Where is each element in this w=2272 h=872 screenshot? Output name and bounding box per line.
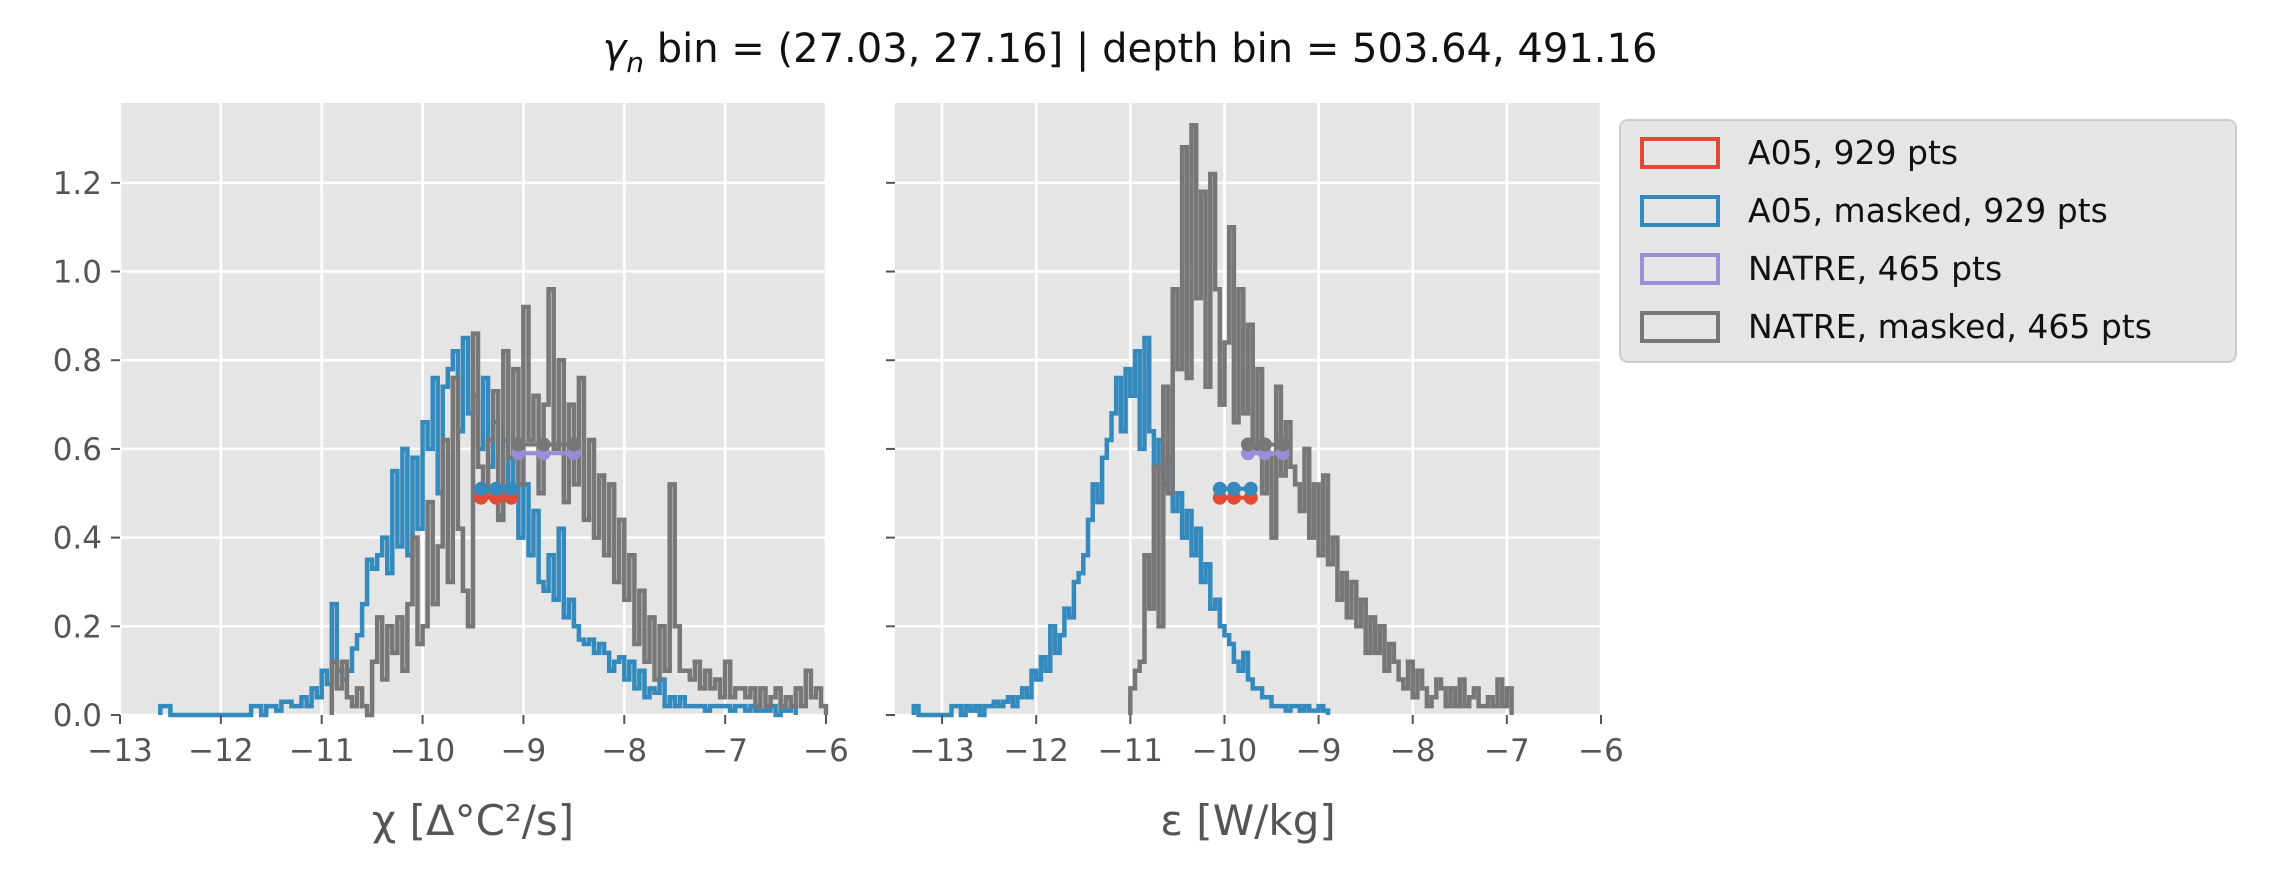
chi-y-tick-label: 0.8 <box>53 343 102 379</box>
legend-box <box>1619 119 2237 363</box>
chi-overlay-marker <box>511 437 526 452</box>
epsilon-x-tick-label: −8 <box>1390 733 1436 769</box>
epsilon-hist-natre-masked <box>1128 122 1514 715</box>
epsilon-x-tick-label: −10 <box>1192 733 1257 769</box>
legend-label: NATRE, masked, 465 pts <box>1748 307 2152 346</box>
chi-y-tick-label: 0.2 <box>53 609 102 645</box>
epsilon-overlay-marker <box>1257 437 1272 452</box>
chi-overlays <box>474 437 581 505</box>
epsilon-x-tick-label: −9 <box>1296 733 1342 769</box>
epsilon-series <box>911 122 1514 718</box>
chi-x-tick-label: −7 <box>702 733 748 769</box>
chi-y-tick-label: 0.6 <box>53 432 102 468</box>
legend-entries: A05, 929 pts A05, masked, 929 pts NATRE, 4… <box>1640 133 2152 346</box>
epsilon-x-tick-label: −12 <box>1003 733 1068 769</box>
chi-overlay-marker <box>536 437 551 452</box>
chi-overlay-marker <box>489 481 504 496</box>
chi-overlay-marker <box>474 481 489 496</box>
chi-y-tick-label: 1.0 <box>53 255 102 291</box>
legend-swatch <box>1640 253 1720 285</box>
chi-y-tick-label: 0.0 <box>53 698 102 734</box>
chi-hist-natre-masked <box>329 287 829 718</box>
epsilon-x-tick-label: −6 <box>1578 733 1624 769</box>
chi-x-tick-label: −12 <box>188 733 253 769</box>
chi-x-tick-label: −8 <box>601 733 647 769</box>
epsilon-x-tick-label: −11 <box>1098 733 1163 769</box>
chi-x-tick-label: −13 <box>87 733 152 769</box>
title-text: bin = (27.03, 27.16] | depth bin = 503.6… <box>644 26 1657 72</box>
chi-x-tick-label: −11 <box>289 733 354 769</box>
epsilon-overlays <box>1212 437 1290 505</box>
epsilon-x-tick-label: −13 <box>909 733 974 769</box>
chi-histogram-panel: −13 −12 −11 −10 −9 −8 −7 −6 0.0 0.2 0.4 0.6 0.8 1.0 1… <box>53 103 849 845</box>
chi-overlay-marker <box>504 481 519 496</box>
chi-x-axis-label: χ [Δ°C²/s] <box>372 796 574 845</box>
legend-label: A05, 929 pts <box>1748 133 1958 172</box>
figure-title: γn bin = (27.03, 27.16] | depth bin = 50… <box>603 26 1658 79</box>
chi-y-tick-label: 0.4 <box>53 521 102 557</box>
legend-label: NATRE, 465 pts <box>1748 249 2002 288</box>
title-subscript: n <box>626 46 644 79</box>
epsilon-overlay-marker <box>1212 481 1227 496</box>
epsilon-hist-a05-masked <box>911 335 1331 718</box>
epsilon-x-axis-label: ε [W/kg] <box>1160 796 1336 845</box>
legend-swatch <box>1640 137 1720 169</box>
epsilon-overlay-marker <box>1275 437 1290 452</box>
chi-y-tick-label: 1.2 <box>53 166 102 202</box>
epsilon-overlay-marker <box>1226 481 1241 496</box>
chi-x-tick-label: −6 <box>803 733 849 769</box>
epsilon-overlay-marker <box>1243 481 1258 496</box>
epsilon-x-ticks: −13 −12 −11 −10 −9 −8 −7 −6 <box>909 715 1624 769</box>
chi-y-ticks: 0.0 0.2 0.4 0.6 0.8 1.0 1.2 <box>53 166 120 734</box>
chi-x-tick-label: −9 <box>501 733 547 769</box>
chi-x-tick-label: −10 <box>390 733 455 769</box>
legend-swatch <box>1640 311 1720 343</box>
legend: A05, 929 pts A05, masked, 929 pts NATRE, 4… <box>1619 119 2237 363</box>
epsilon-histogram-panel: −13 −12 −11 −10 −9 −8 −7 −6 ε [W/kg] <box>886 103 1624 845</box>
epsilon-x-tick-label: −7 <box>1484 733 1530 769</box>
chi-overlay-marker <box>566 437 581 452</box>
legend-swatch <box>1640 195 1720 227</box>
chi-hist-a05-masked <box>158 335 798 718</box>
legend-label: A05, masked, 929 pts <box>1748 191 2108 230</box>
title-symbol: γ <box>603 26 629 72</box>
chi-series <box>158 287 829 718</box>
chi-x-ticks: −13 −12 −11 −10 −9 −8 −7 −6 <box>87 715 849 769</box>
epsilon-y-ticks <box>886 181 895 716</box>
epsilon-overlay-marker <box>1241 437 1255 452</box>
